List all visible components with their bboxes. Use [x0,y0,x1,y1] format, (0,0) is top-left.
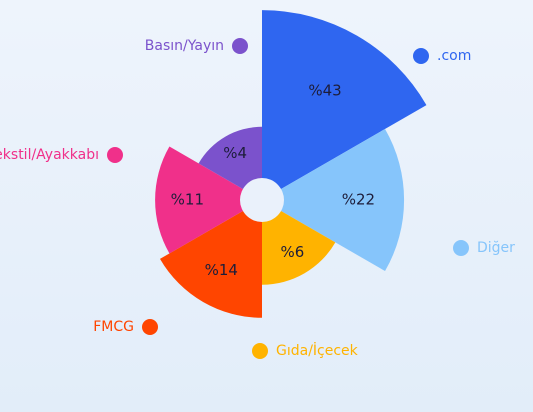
legend-label: Tekstil/Ayakkabı [0,147,99,163]
sector-label: %6 [281,243,305,261]
rose-sector [262,200,336,285]
rose-sector [198,126,262,200]
center-hole [240,178,284,222]
legend-label: Gıda/İçecek [276,341,359,359]
legend-label: Basın/Yayın [145,38,224,54]
legend-dot [232,38,248,54]
legend-dot [453,240,469,256]
legend-label: FMCG [93,319,134,335]
legend-label: .com [437,48,471,64]
rose-sector [159,200,262,318]
sector-label: %4 [223,144,247,162]
rose-sector [155,146,262,254]
rose-sector [262,128,405,272]
legend-dot [252,343,268,359]
sector-label: %11 [171,191,204,209]
legend-dot [413,48,429,64]
rose-sector [262,10,427,200]
sector-label: %43 [308,81,341,99]
legend-dot [107,147,123,163]
sector-label: %14 [205,261,238,279]
sector-label: %22 [342,191,375,209]
legend-label: Diğer [477,240,515,256]
legend-dot [142,319,158,335]
